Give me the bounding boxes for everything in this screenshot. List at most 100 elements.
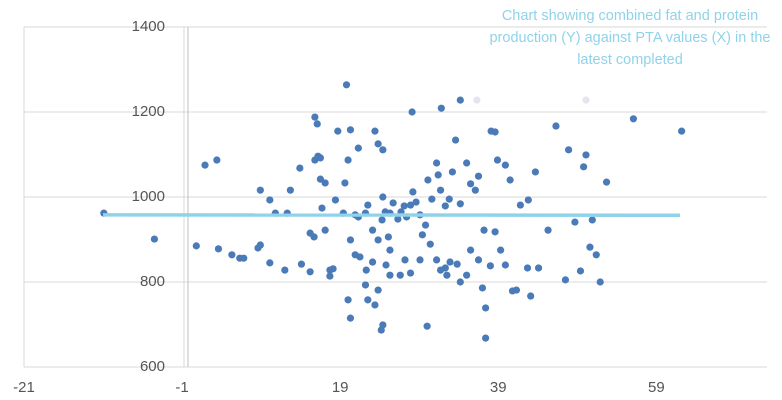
data-point xyxy=(316,154,325,162)
y-tick-label: 1400 xyxy=(132,18,165,35)
x-tick-label: -21 xyxy=(13,379,35,396)
x-tick-label: 59 xyxy=(648,379,665,396)
data-point xyxy=(281,266,289,274)
data-point xyxy=(313,120,321,128)
data-point xyxy=(321,179,329,187)
data-point xyxy=(408,108,416,116)
data-point xyxy=(446,258,454,266)
data-point xyxy=(344,156,352,164)
data-point xyxy=(334,127,342,135)
data-point xyxy=(374,236,382,244)
data-point xyxy=(192,242,200,250)
data-point xyxy=(565,146,573,154)
data-point xyxy=(466,180,475,188)
data-point xyxy=(256,186,264,194)
data-point xyxy=(592,251,600,259)
data-point xyxy=(377,326,385,334)
data-point xyxy=(344,296,352,304)
data-point xyxy=(406,201,415,209)
data-point xyxy=(434,171,442,179)
data-point xyxy=(386,271,394,279)
data-point xyxy=(463,271,471,279)
data-point xyxy=(482,304,490,312)
data-point xyxy=(213,156,221,164)
data-point xyxy=(379,193,387,201)
data-point xyxy=(201,161,209,169)
data-point xyxy=(214,245,223,253)
data-point xyxy=(329,265,337,273)
data-point xyxy=(478,284,487,292)
data-point xyxy=(346,236,355,244)
data-point xyxy=(456,96,464,104)
data-point xyxy=(362,266,370,274)
data-point xyxy=(364,296,372,304)
data-point xyxy=(331,196,340,204)
data-point xyxy=(463,159,471,167)
data-point xyxy=(266,196,274,204)
data-point xyxy=(423,322,431,330)
data-point xyxy=(296,164,304,172)
data-point xyxy=(378,216,386,224)
data-point xyxy=(361,281,370,289)
data-point xyxy=(480,226,488,234)
data-point xyxy=(441,264,449,272)
x-tick-label: 19 xyxy=(332,379,349,396)
data-point xyxy=(441,202,449,210)
data-point xyxy=(371,301,379,309)
data-point xyxy=(448,168,457,176)
data-point xyxy=(412,198,420,206)
data-point xyxy=(501,261,509,269)
data-point xyxy=(491,228,499,236)
data-point xyxy=(580,163,588,171)
data-point xyxy=(433,256,441,264)
data-point xyxy=(424,176,432,184)
data-point xyxy=(401,256,409,264)
data-point xyxy=(426,240,434,248)
data-point xyxy=(346,126,355,134)
x-tick-label: 39 xyxy=(490,379,507,396)
data-point xyxy=(582,151,590,159)
data-point xyxy=(341,179,349,187)
data-point xyxy=(379,146,387,154)
data-point xyxy=(524,196,532,204)
data-point xyxy=(428,195,436,203)
data-point xyxy=(586,243,594,251)
data-point xyxy=(576,267,585,275)
data-point xyxy=(374,140,382,148)
data-point xyxy=(506,176,514,184)
data-point xyxy=(512,286,521,294)
data-point xyxy=(561,276,570,284)
data-point xyxy=(150,235,159,243)
data-point xyxy=(297,260,306,268)
data-point xyxy=(582,96,590,104)
data-point xyxy=(266,259,274,267)
data-point xyxy=(474,256,483,264)
data-point xyxy=(374,286,382,294)
data-point xyxy=(453,260,461,268)
data-point xyxy=(394,215,402,223)
data-point xyxy=(527,292,535,300)
y-tick-label: 1200 xyxy=(132,103,165,120)
y-tick-label: 800 xyxy=(140,273,165,290)
data-point xyxy=(254,244,262,252)
data-point xyxy=(436,186,445,194)
data-point xyxy=(534,264,543,272)
y-tick-label: 600 xyxy=(140,358,165,375)
data-point xyxy=(588,216,596,224)
data-point xyxy=(482,334,490,342)
data-point xyxy=(516,201,524,209)
data-point xyxy=(501,161,509,169)
data-point xyxy=(409,188,417,196)
data-point xyxy=(236,254,244,262)
data-point xyxy=(471,186,479,194)
data-point xyxy=(437,104,445,112)
data-point xyxy=(491,128,499,136)
data-point xyxy=(400,202,408,210)
data-point xyxy=(678,127,686,135)
data-point xyxy=(456,278,464,286)
data-point xyxy=(354,144,362,152)
data-point xyxy=(523,264,532,272)
data-point xyxy=(474,172,483,180)
data-point xyxy=(416,256,424,264)
data-point xyxy=(544,226,552,234)
